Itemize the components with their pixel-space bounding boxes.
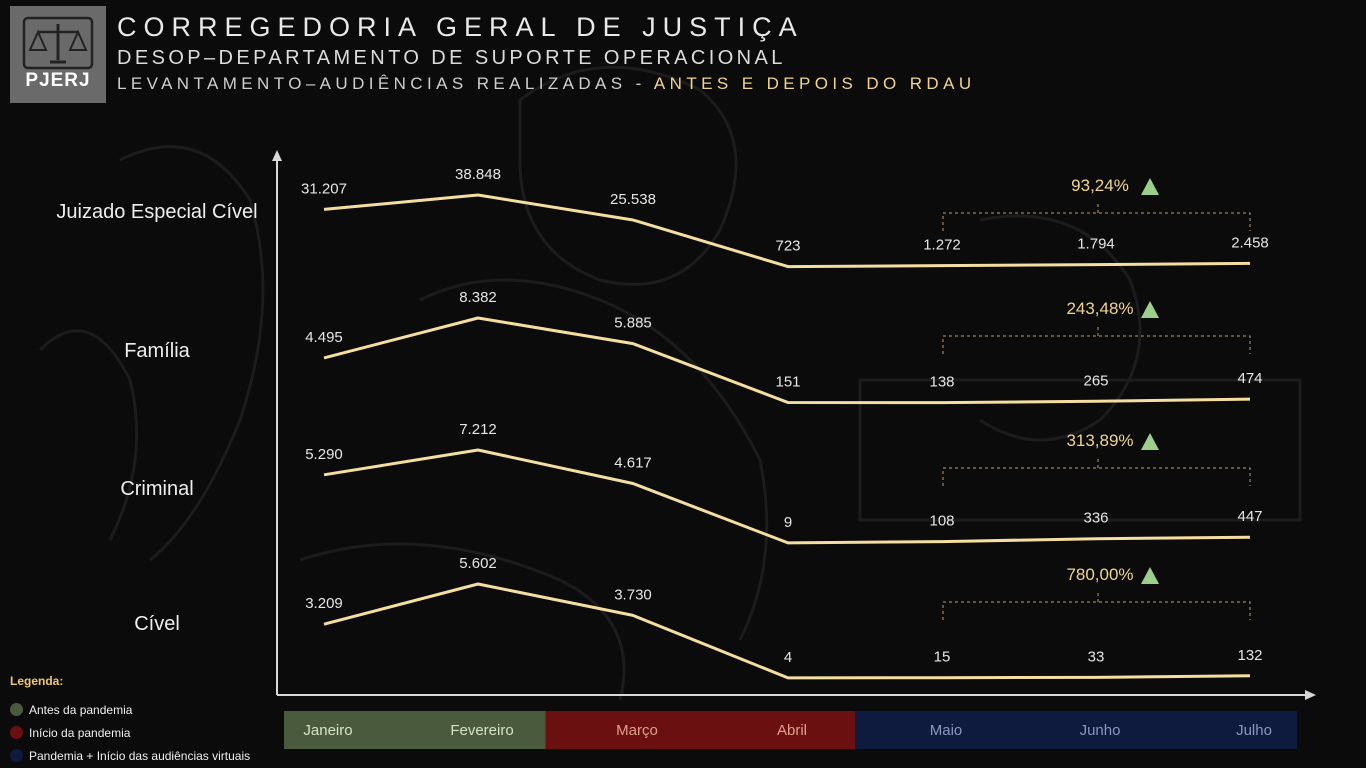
legend-item-before-pandemic: Antes da pandemia	[10, 698, 250, 721]
data-label: 7.212	[459, 421, 497, 438]
legend-label: Início da pandemia	[29, 725, 131, 740]
series-line	[323, 316, 1251, 405]
legend-label: Pandemia + Início das audiências virtuai…	[29, 748, 251, 763]
data-label: 3.209	[305, 595, 343, 612]
legend-dot	[10, 703, 23, 716]
legend-dot	[10, 749, 23, 762]
description-highlight: ANTES E DEPOIS DO RDAU	[653, 74, 976, 93]
growth-label: 780,00%	[1066, 565, 1133, 584]
page-description: LEVANTAMENTO–AUDIÊNCIAS REALIZADAS - ANT…	[117, 74, 976, 94]
data-label: 33	[1088, 648, 1105, 665]
x-axis-arrow	[1305, 690, 1316, 700]
legend-title: Legenda:	[10, 674, 64, 688]
data-label: 31.207	[301, 180, 347, 197]
data-label: 8.382	[459, 289, 497, 306]
month-phase-band	[855, 711, 1297, 749]
series-line	[323, 448, 1251, 545]
data-label: 336	[1083, 510, 1108, 527]
growth-bracket	[942, 467, 1251, 486]
y-axis-arrow	[272, 150, 282, 161]
series-name: Juizado Especial Cível	[56, 201, 257, 223]
growth-bracket	[942, 212, 1251, 231]
data-label: 138	[929, 374, 954, 391]
legend-item-pandemic-start: Início da pandemia	[10, 721, 250, 744]
growth-up-arrow-icon	[1141, 567, 1159, 584]
growth-bracket	[942, 335, 1251, 354]
data-label: 265	[1083, 372, 1108, 389]
growth-label: 313,89%	[1066, 431, 1133, 450]
growth-bracket	[942, 601, 1251, 620]
legend: Legenda: Antes da pandemia Início da pan…	[10, 674, 250, 767]
data-label: 3.730	[614, 586, 652, 603]
month-label: Junho	[1080, 722, 1121, 739]
page-title: CORREGEDORIA GERAL DE JUSTIÇA	[117, 12, 804, 42]
legend-dot	[10, 726, 23, 739]
month-label: Janeiro	[303, 722, 352, 739]
data-label: 108	[929, 513, 954, 530]
data-label: 474	[1237, 370, 1262, 387]
data-label: 5.602	[459, 555, 497, 572]
data-label: 132	[1237, 647, 1262, 664]
growth-up-arrow-icon	[1141, 301, 1159, 318]
growth-up-arrow-icon	[1141, 178, 1159, 195]
description-prefix: LEVANTAMENTO–AUDIÊNCIAS REALIZADAS -	[117, 74, 654, 93]
page-subtitle: DESOP–DEPARTAMENTO DE SUPORTE OPERACIONA…	[117, 47, 786, 69]
data-label: 151	[775, 373, 800, 390]
legend-item-virtual-hearings: Pandemia + Início das audiências virtuai…	[10, 744, 250, 767]
series-name: Família	[124, 340, 190, 362]
scales-of-justice-icon	[22, 16, 94, 70]
data-label: 447	[1237, 508, 1262, 525]
series-name: Cível	[134, 613, 180, 635]
data-label: 1.272	[923, 237, 961, 254]
data-label: 15	[934, 649, 951, 666]
month-label: Fevereiro	[450, 722, 513, 739]
month-label: Julho	[1236, 722, 1272, 739]
data-label: 4	[784, 649, 792, 666]
month-phase-band	[545, 711, 855, 749]
series-line	[323, 193, 1251, 269]
growth-up-arrow-icon	[1141, 433, 1159, 450]
month-label: Abril	[777, 722, 807, 739]
month-label: Maio	[930, 722, 963, 739]
data-label: 5.885	[614, 315, 652, 332]
data-label: 4.617	[614, 454, 652, 471]
data-label: 723	[775, 238, 800, 255]
pjerj-logo: PJERJ	[10, 6, 106, 103]
data-label: 4.495	[305, 329, 343, 346]
data-label: 2.458	[1231, 234, 1269, 251]
series-name: Criminal	[120, 478, 193, 500]
data-label: 25.538	[610, 191, 656, 208]
data-label: 9	[784, 514, 792, 531]
logo-text: PJERJ	[25, 70, 91, 91]
data-label: 1.794	[1077, 236, 1115, 253]
growth-label: 243,48%	[1066, 299, 1133, 318]
data-label: 38.848	[455, 166, 501, 183]
series-line	[323, 582, 1251, 680]
growth-label: 93,24%	[1071, 176, 1129, 195]
legend-label: Antes da pandemia	[29, 702, 133, 717]
month-phase-band	[284, 711, 546, 749]
month-label: Março	[616, 722, 658, 739]
data-label: 5.290	[305, 446, 343, 463]
